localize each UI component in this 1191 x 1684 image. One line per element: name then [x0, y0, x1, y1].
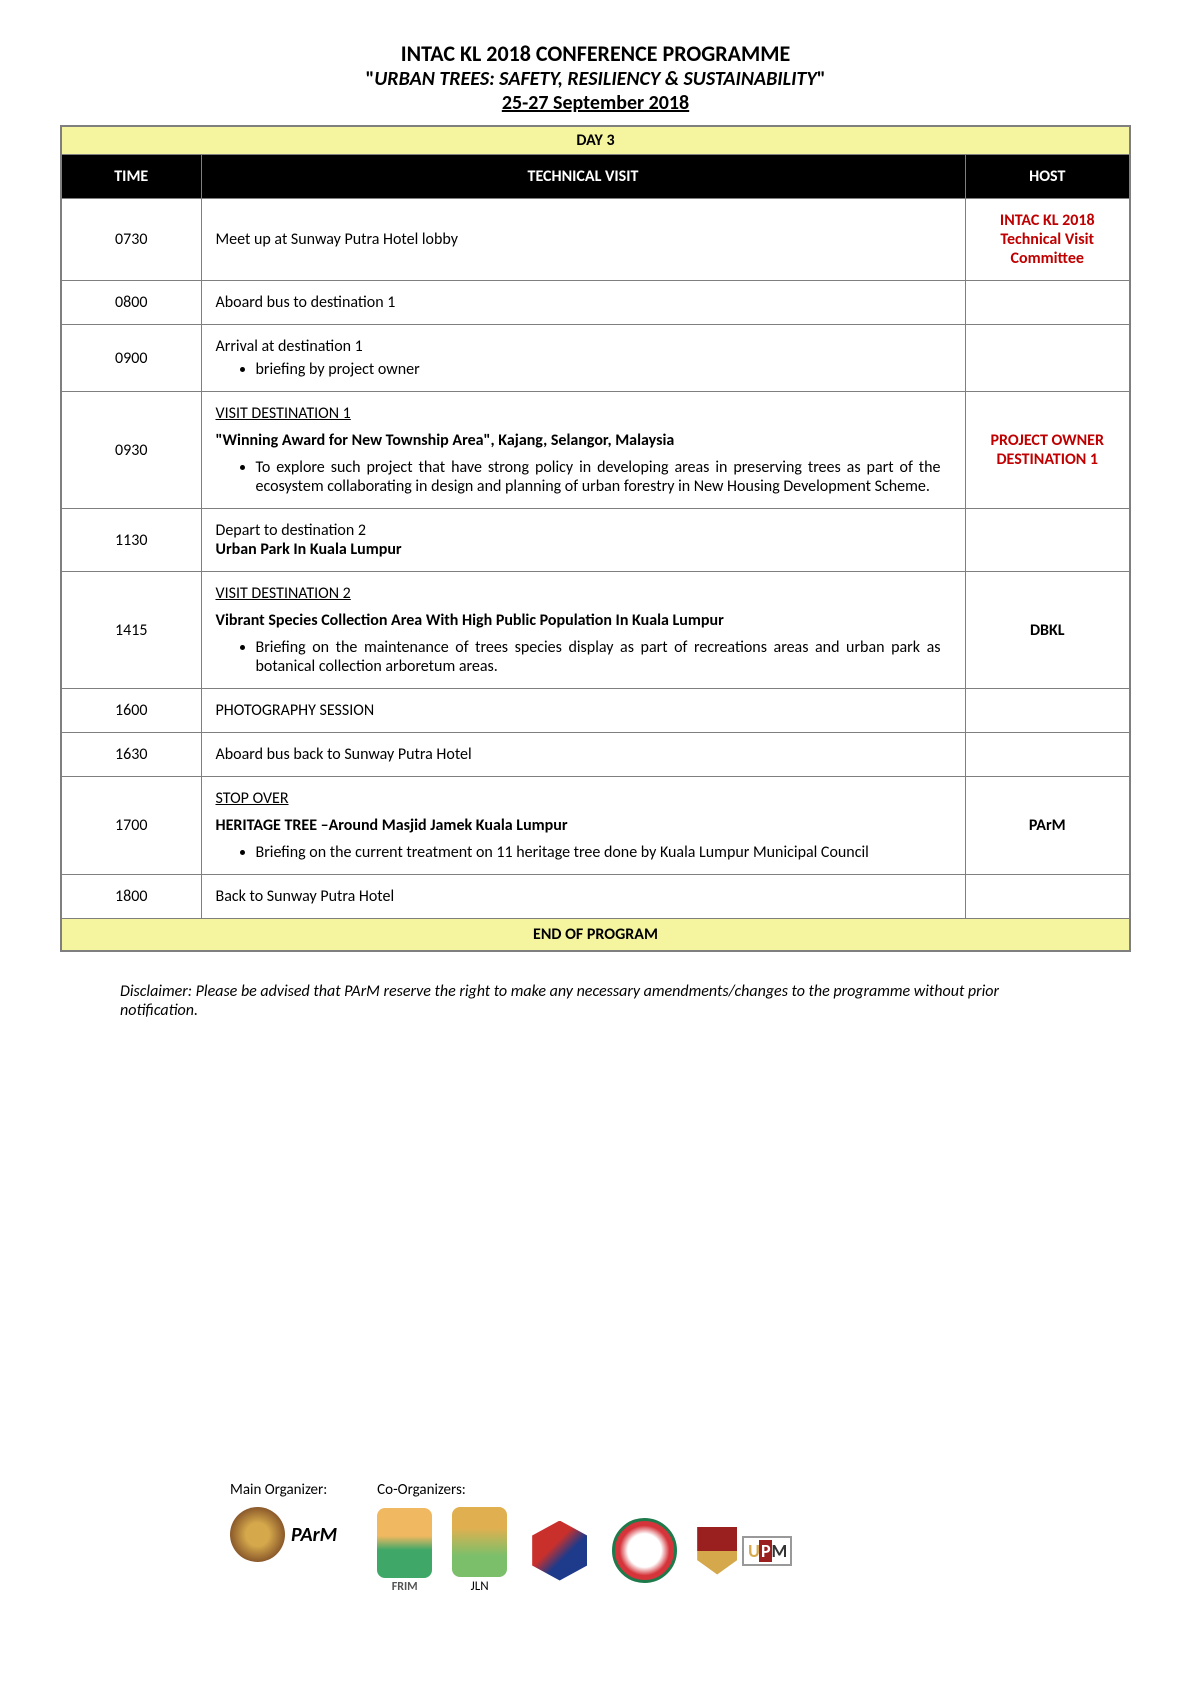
- parm-logo: PArM: [230, 1507, 337, 1562]
- table-row: 0930 VISIT DESTINATION 1 "Winning Award fo…: [61, 392, 1130, 509]
- time-cell: 1800: [61, 875, 201, 919]
- visit-cell: VISIT DESTINATION 2 Vibrant Species Colle…: [201, 572, 965, 689]
- upm-logo: UPM: [697, 1527, 792, 1575]
- visit-destination-title: STOP OVER: [216, 789, 951, 808]
- time-cell: 1700: [61, 777, 201, 875]
- visit-cell: VISIT DESTINATION 1 "Winning Award for Ne…: [201, 392, 965, 509]
- host-cell: [965, 509, 1130, 572]
- visit-bullet-item: To explore such project that have strong…: [256, 458, 951, 496]
- time-cell: 0800: [61, 281, 201, 325]
- column-header-row: TIME TECHNICAL VISIT HOST: [61, 155, 1130, 199]
- disclaimer-text: Disclaimer: Please be advised that PArM …: [120, 982, 1071, 1020]
- co-organizer-label: Co-Organizers:: [377, 1481, 792, 1499]
- visit-bullet-item: Briefing on the current treatment on 11 …: [256, 843, 951, 862]
- end-of-program: END OF PROGRAM: [61, 919, 1130, 952]
- day-header: DAY 3: [61, 126, 1130, 155]
- time-cell: 0900: [61, 325, 201, 392]
- visit-bullet-item: Briefing on the maintenance of trees spe…: [256, 638, 951, 676]
- table-row: 1130Depart to destination 2Urban Park In…: [61, 509, 1130, 572]
- visit-destination-title: VISIT DESTINATION 2: [216, 584, 951, 603]
- visit-cell: Arrival at destination 1 briefing by proj…: [201, 325, 965, 392]
- visit-plain-text: Depart to destination 2: [216, 521, 951, 540]
- putrajaya-logo: [612, 1518, 677, 1583]
- table-row: 1800 Back to Sunway Putra Hotel: [61, 875, 1130, 919]
- table-row: 0800 Aboard bus to destination 1: [61, 281, 1130, 325]
- visit-bold-text: "Winning Award for New Township Area", K…: [216, 431, 951, 450]
- col-header-host: HOST: [965, 155, 1130, 199]
- host-cell: DBKL: [965, 572, 1130, 689]
- host-cell: [965, 875, 1130, 919]
- visit-bold-text: HERITAGE TREE –Around Masjid Jamek Kuala…: [216, 816, 951, 835]
- visit-bullet-list: To explore such project that have strong…: [256, 458, 951, 496]
- visit-cell: PHOTOGRAPHY SESSION: [201, 689, 965, 733]
- visit-plain-text: Aboard bus to destination 1: [216, 293, 951, 312]
- table-row: 1600 PHOTOGRAPHY SESSION: [61, 689, 1130, 733]
- visit-bullet-item: briefing by project owner: [256, 360, 951, 379]
- host-cell: [965, 689, 1130, 733]
- jln-logo: JLN: [452, 1507, 507, 1594]
- table-row: 0730 Meet up at Sunway Putra Hotel lobby I…: [61, 199, 1130, 281]
- visit-cell: Back to Sunway Putra Hotel: [201, 875, 965, 919]
- visit-cell: Meet up at Sunway Putra Hotel lobby: [201, 199, 965, 281]
- table-row: 0900 Arrival at destination 1 briefing by …: [61, 325, 1130, 392]
- visit-plain-text: Aboard bus back to Sunway Putra Hotel: [216, 745, 951, 764]
- host-cell: PROJECT OWNER DESTINATION 1: [965, 392, 1130, 509]
- visit-cell: Depart to destination 2Urban Park In Kua…: [201, 509, 965, 572]
- time-cell: 1600: [61, 689, 201, 733]
- conference-subtitle: "URBAN TREES: SAFETY, RESILIENCY & SUSTA…: [60, 67, 1131, 91]
- dbkl-logo: [527, 1518, 592, 1583]
- col-header-time: TIME: [61, 155, 201, 199]
- visit-bold-after: Urban Park In Kuala Lumpur: [216, 540, 951, 559]
- visit-plain-text: PHOTOGRAPHY SESSION: [216, 701, 951, 720]
- host-cell: [965, 281, 1130, 325]
- table-row: 1700 STOP OVER HERITAGE TREE –Around Masji…: [61, 777, 1130, 875]
- host-cell: [965, 733, 1130, 777]
- host-cell: [965, 325, 1130, 392]
- visit-destination-title: VISIT DESTINATION 1: [216, 404, 951, 423]
- visit-bullet-list: Briefing on the current treatment on 11 …: [256, 843, 951, 862]
- visit-bullet-list: Briefing on the maintenance of trees spe…: [256, 638, 951, 676]
- page-header: INTAC KL 2018 CONFERENCE PROGRAMME "URBA…: [60, 40, 1131, 115]
- visit-cell: Aboard bus back to Sunway Putra Hotel: [201, 733, 965, 777]
- time-cell: 1130: [61, 509, 201, 572]
- time-cell: 1630: [61, 733, 201, 777]
- conference-title: INTAC KL 2018 CONFERENCE PROGRAMME: [60, 40, 1131, 67]
- visit-plain-text: Meet up at Sunway Putra Hotel lobby: [216, 230, 951, 249]
- host-cell: INTAC KL 2018 Technical Visit Committee: [965, 199, 1130, 281]
- table-row: 1415 VISIT DESTINATION 2 Vibrant Species C…: [61, 572, 1130, 689]
- time-cell: 1415: [61, 572, 201, 689]
- visit-plain-text: Back to Sunway Putra Hotel: [216, 887, 951, 906]
- time-cell: 0730: [61, 199, 201, 281]
- col-header-visit: TECHNICAL VISIT: [201, 155, 965, 199]
- main-organizer-label: Main Organizer:: [230, 1481, 337, 1499]
- visit-cell: Aboard bus to destination 1: [201, 281, 965, 325]
- table-row: 1630 Aboard bus back to Sunway Putra Hote…: [61, 733, 1130, 777]
- schedule-table: DAY 3 TIME TECHNICAL VISIT HOST 0730 Meet…: [60, 125, 1131, 952]
- visit-plain-text: Arrival at destination 1: [216, 337, 951, 356]
- visit-bold-text: Vibrant Species Collection Area With Hig…: [216, 611, 951, 630]
- host-cell: PArM: [965, 777, 1130, 875]
- frim-logo: FRIM: [377, 1508, 432, 1594]
- main-organizer-section: Main Organizer: PArM: [230, 1481, 337, 1562]
- co-organizer-section: Co-Organizers: FRIM JLN UPM: [377, 1481, 792, 1594]
- visit-cell: STOP OVER HERITAGE TREE –Around Masjid Ja…: [201, 777, 965, 875]
- time-cell: 0930: [61, 392, 201, 509]
- footer: Main Organizer: PArM Co-Organizers: FRIM…: [60, 1481, 1131, 1594]
- visit-bullet-list: briefing by project owner: [256, 360, 951, 379]
- conference-dates: 25-27 September 2018: [60, 91, 1131, 115]
